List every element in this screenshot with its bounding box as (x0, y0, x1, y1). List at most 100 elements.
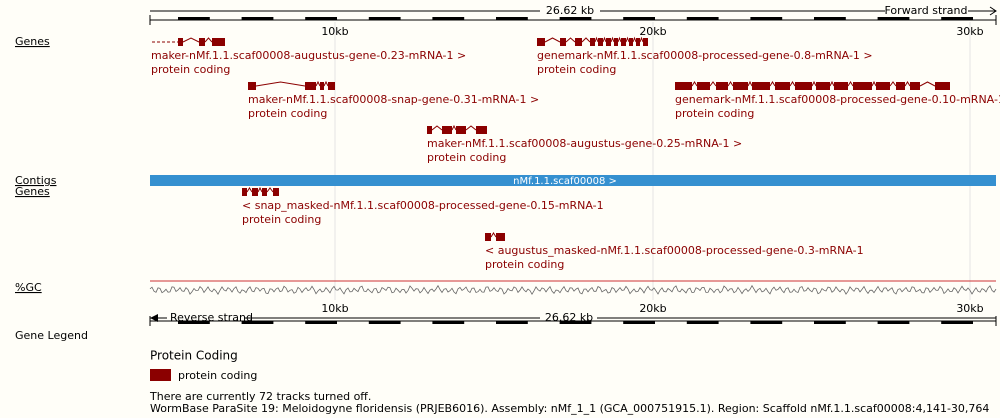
exon[interactable] (496, 233, 505, 241)
exon[interactable] (305, 82, 316, 90)
intron (639, 36, 644, 43)
exon[interactable] (199, 38, 205, 46)
intron (709, 81, 717, 87)
exon[interactable] (643, 38, 648, 46)
feature-name[interactable]: maker-nMf.1.1.scaf00008-snap-gene-0.31-m… (248, 93, 539, 106)
exon[interactable] (320, 82, 324, 90)
exon[interactable] (262, 188, 267, 196)
feature-name[interactable]: maker-nMf.1.1.scaf00008-augustus-gene-0.… (427, 137, 742, 150)
intron (431, 125, 443, 131)
feature-name[interactable]: < snap_masked-nMf.1.1.scaf00008-processe… (242, 199, 604, 212)
track-label[interactable]: Contigs (15, 174, 57, 187)
scale-block (496, 17, 528, 20)
exon[interactable] (590, 38, 595, 46)
intron (465, 125, 477, 131)
legend-label: Gene Legend (15, 329, 88, 342)
track-label[interactable]: Genes (15, 35, 50, 48)
exon[interactable] (252, 188, 258, 196)
scale-block (178, 321, 210, 324)
exon[interactable] (733, 82, 748, 90)
intron (625, 36, 630, 43)
feature-name[interactable]: genemark-nMf.1.1.scaf00008-processed-gen… (537, 49, 873, 62)
exon[interactable] (816, 82, 830, 90)
scale-block (750, 17, 783, 20)
exon[interactable] (248, 82, 256, 90)
intron (691, 81, 698, 87)
exon[interactable] (752, 82, 770, 90)
intron (769, 81, 776, 87)
intron (610, 36, 615, 43)
exon[interactable] (775, 82, 790, 90)
scale-block (814, 321, 846, 324)
exon[interactable] (606, 38, 611, 46)
exon[interactable] (716, 82, 728, 90)
exon[interactable] (273, 188, 279, 196)
scale-block (941, 321, 973, 324)
exon[interactable] (456, 126, 466, 134)
scale-tick-label: 20kb (639, 302, 666, 315)
intron (811, 80, 817, 87)
intron (871, 80, 877, 87)
intron (246, 187, 253, 193)
track-label[interactable]: Genes (15, 185, 50, 198)
exon[interactable] (427, 126, 432, 134)
intron (919, 81, 936, 87)
feature-name[interactable]: < augustus_masked-nMf.1.1.scaf00008-proc… (485, 244, 864, 257)
contig-name[interactable]: nMf.1.1.scaf00008 > (513, 176, 617, 187)
exon[interactable] (834, 82, 848, 90)
scale-block (368, 321, 401, 324)
track-label[interactable]: %GC (15, 281, 42, 294)
exon[interactable] (636, 38, 640, 46)
feature-biotype: protein coding (242, 213, 321, 226)
scale-block (623, 321, 655, 324)
legend-title: Protein Coding (150, 349, 238, 363)
exon[interactable] (621, 38, 626, 46)
scale-block (941, 17, 973, 20)
scale-block (241, 17, 274, 20)
exon[interactable] (876, 82, 890, 90)
feature-biotype: protein coding (675, 107, 754, 120)
exon[interactable] (476, 126, 487, 134)
exon[interactable] (675, 82, 692, 90)
exon[interactable] (629, 38, 633, 46)
exon[interactable] (485, 233, 491, 241)
intron (544, 37, 561, 43)
intron (747, 80, 753, 87)
exon[interactable] (853, 82, 872, 90)
scale-block (241, 321, 274, 324)
exon[interactable] (212, 38, 225, 46)
exon[interactable] (328, 82, 335, 90)
intron (451, 124, 457, 131)
exon[interactable] (896, 82, 905, 90)
intron (204, 37, 213, 43)
exon[interactable] (598, 38, 603, 46)
exon[interactable] (795, 82, 812, 90)
feature-biotype: protein coding (485, 258, 564, 271)
exon[interactable] (537, 38, 545, 46)
exon[interactable] (910, 82, 920, 90)
exon[interactable] (442, 126, 452, 134)
feature-name[interactable]: genemark-nMf.1.1.scaf00008-processed-gen… (675, 93, 1000, 106)
exon[interactable] (575, 38, 582, 46)
exon[interactable] (935, 82, 950, 90)
feature-name[interactable]: maker-nMf.1.1.scaf00008-augustus-gene-0.… (151, 49, 466, 62)
intron (789, 81, 796, 87)
contig-bar[interactable] (150, 175, 996, 186)
intron (727, 81, 734, 87)
footer-text: WormBase ParaSite 19: Meloidogyne florid… (150, 402, 989, 415)
scale-tick-label: 30kb (956, 25, 983, 38)
scale-block (178, 17, 210, 20)
scale-block (877, 321, 910, 324)
exon[interactable] (242, 188, 247, 196)
scale-block (623, 17, 655, 20)
scale-block (750, 321, 783, 324)
gc-plot (149, 284, 997, 296)
scale-block (559, 17, 592, 20)
exon[interactable] (614, 38, 618, 46)
intron (617, 36, 622, 43)
intron (889, 81, 897, 87)
exon[interactable] (560, 38, 566, 46)
exon[interactable] (178, 38, 183, 46)
exon[interactable] (697, 82, 710, 90)
